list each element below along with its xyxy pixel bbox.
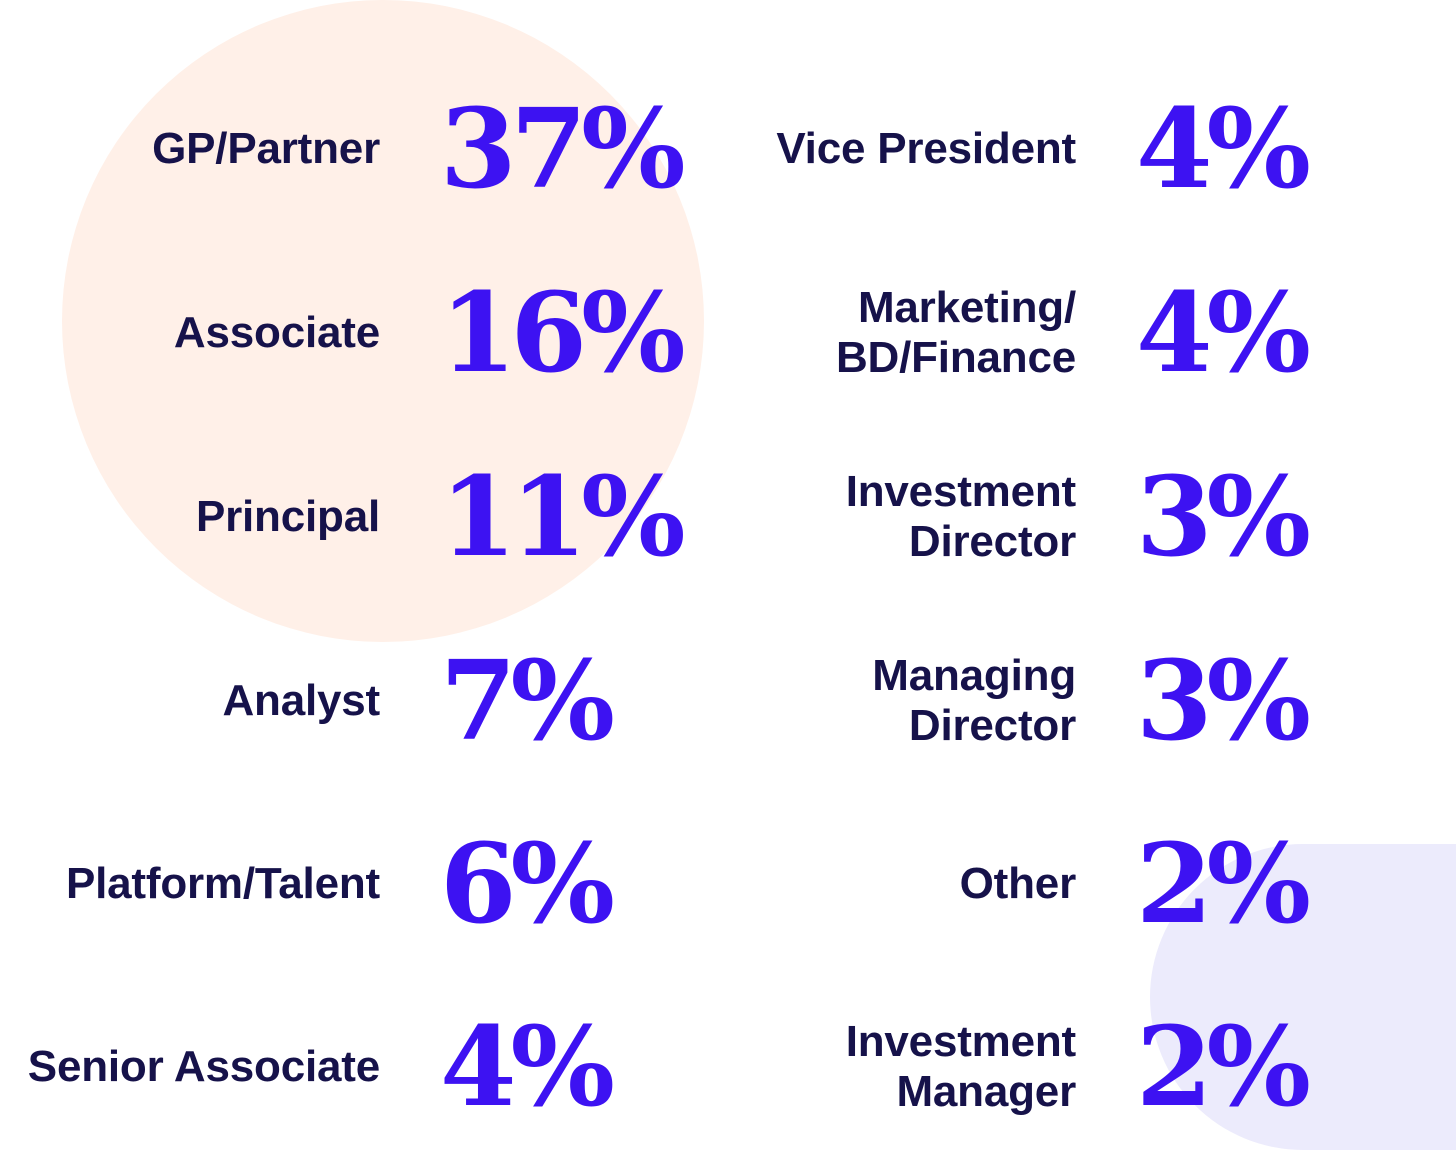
- role-label: Vice President: [776, 124, 1076, 173]
- role-label: Managing Director: [872, 651, 1076, 750]
- role-row: GP/Partner 37%: [0, 57, 720, 241]
- role-percentage: 3%: [1136, 636, 1311, 765]
- decorative-lavender-circle: [1150, 844, 1456, 1150]
- role-percentage: 6%: [440, 819, 615, 948]
- role-percentage: 2%: [1136, 1002, 1311, 1131]
- role-percentage: 37%: [440, 84, 686, 213]
- role-row: Senior Associate 4%: [0, 975, 720, 1159]
- role-row: Managing Director 3%: [720, 609, 1456, 793]
- role-label: Principal: [195, 492, 380, 541]
- role-label: GP/Partner: [152, 124, 380, 173]
- role-percentage: 11%: [440, 452, 686, 581]
- role-row: Platform/Talent 6%: [0, 792, 720, 976]
- role-percentage: 16%: [440, 268, 686, 397]
- role-percentage: 4%: [1136, 84, 1311, 213]
- role-percentage: 4%: [440, 1002, 615, 1131]
- role-label: Marketing/BD/Finance: [835, 283, 1076, 382]
- role-label: Investment Manager: [845, 1017, 1076, 1116]
- role-label: Other: [959, 859, 1077, 908]
- role-row: Investment Manager 2%: [720, 975, 1456, 1159]
- role-row: Investment Director 3%: [720, 425, 1456, 609]
- role-label: Investment Director: [845, 467, 1076, 566]
- role-row: Other 2%: [720, 792, 1456, 976]
- role-percentage: 4%: [1136, 268, 1311, 397]
- role-label: Analyst: [222, 676, 380, 725]
- role-percentage: 2%: [1136, 819, 1311, 948]
- role-row: Principal 11%: [0, 425, 720, 609]
- role-row: Associate 16%: [0, 241, 720, 425]
- role-label: Senior Associate: [27, 1042, 380, 1091]
- decorative-peach-circle: [62, 0, 704, 642]
- role-row: Vice President 4%: [720, 57, 1456, 241]
- role-label: Associate: [173, 308, 380, 357]
- role-row: Marketing/BD/Finance 4%: [720, 241, 1456, 425]
- role-row: Analyst 7%: [0, 609, 720, 793]
- role-percentage: 7%: [440, 636, 615, 765]
- role-label: Platform/Talent: [65, 859, 380, 908]
- role-percentage: 3%: [1136, 452, 1311, 581]
